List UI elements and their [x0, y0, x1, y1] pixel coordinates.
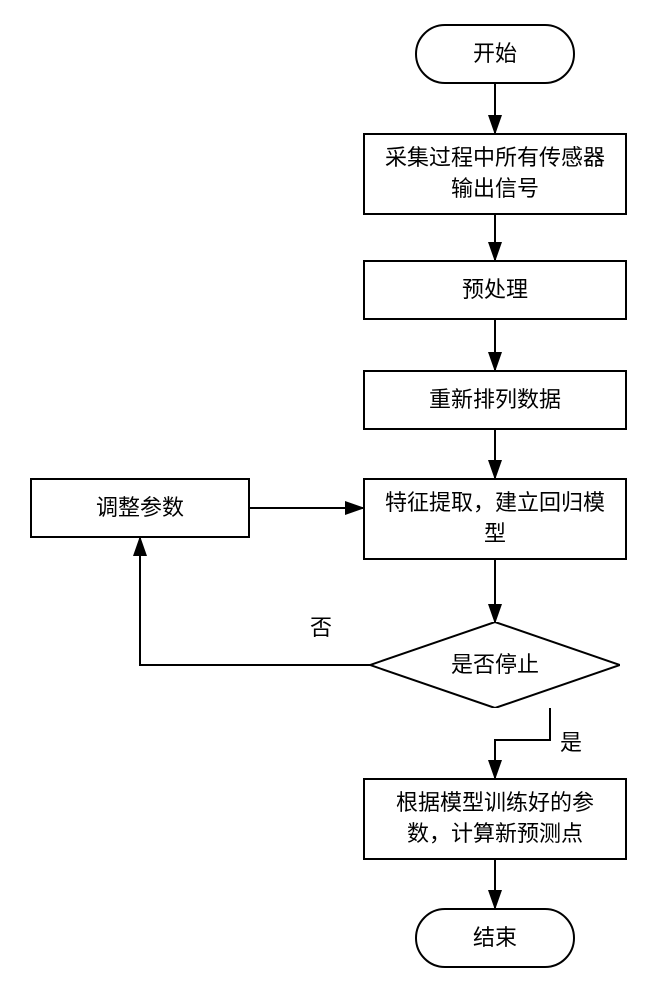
preprocess-node: 预处理	[363, 260, 627, 320]
decision-label: 是否停止	[451, 650, 539, 681]
adjust-label: 调整参数	[96, 493, 184, 524]
edge-label-no: 否	[310, 610, 332, 642]
start-label: 开始	[473, 39, 517, 70]
extract-node: 特征提取，建立回归模型	[363, 478, 627, 560]
end-label: 结束	[473, 923, 517, 954]
decision-node: 是否停止	[370, 622, 620, 708]
preprocess-label: 预处理	[462, 275, 528, 306]
predict-label: 根据模型训练好的参数，计算新预测点	[375, 788, 615, 850]
rearrange-node: 重新排列数据	[363, 370, 627, 430]
rearrange-label: 重新排列数据	[429, 385, 561, 416]
collect-node: 采集过程中所有传感器输出信号	[363, 133, 627, 215]
collect-label: 采集过程中所有传感器输出信号	[375, 143, 615, 205]
extract-label: 特征提取，建立回归模型	[375, 488, 615, 550]
start-node: 开始	[415, 24, 575, 84]
flowchart-canvas: 开始 采集过程中所有传感器输出信号 预处理 重新排列数据 调整参数 特征提取，建…	[0, 0, 667, 1000]
end-node: 结束	[415, 908, 575, 968]
predict-node: 根据模型训练好的参数，计算新预测点	[363, 778, 627, 860]
edge-label-yes: 是	[560, 725, 582, 757]
adjust-node: 调整参数	[30, 478, 250, 538]
